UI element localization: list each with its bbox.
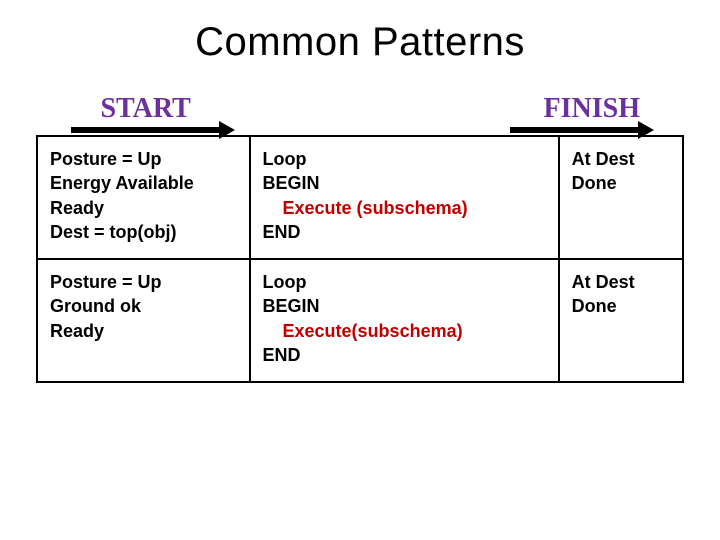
cell-line: Dest = top(obj): [50, 220, 237, 244]
start-cell: Posture = UpGround okReady: [38, 260, 251, 381]
slide: { "title": { "text": "Common Patterns", …: [0, 0, 720, 540]
cell-line: Ground ok: [50, 294, 237, 318]
cell-line: Posture = Up: [50, 147, 237, 171]
cell-line: At Dest: [572, 147, 670, 171]
cell-line: Loop: [263, 147, 546, 171]
finish-label-col: FINISH: [251, 93, 680, 133]
start-cell: Posture = UpEnergy AvailableReadyDest = …: [38, 137, 251, 258]
page-title: Common Patterns: [0, 20, 720, 65]
cell-line: Execute(subschema): [263, 319, 546, 343]
table-row: Posture = UpGround okReadyLoopBEGIN Exec…: [38, 260, 682, 381]
table-row: Posture = UpEnergy AvailableReadyDest = …: [38, 137, 682, 260]
cell-line: END: [263, 343, 546, 367]
cell-line: END: [263, 220, 546, 244]
cell-line: Done: [572, 171, 670, 195]
header-labels: START FINISH: [0, 93, 720, 133]
finish-label: FINISH: [544, 93, 640, 125]
cell-line: Energy Available: [50, 171, 237, 195]
start-label-col: START: [40, 93, 251, 133]
loop-cell: LoopBEGIN Execute (subschema)END: [251, 137, 560, 258]
cell-line: Execute (subschema): [263, 196, 546, 220]
finish-cell: At DestDone: [560, 137, 682, 258]
cell-line: BEGIN: [263, 294, 546, 318]
start-label: START: [100, 93, 190, 125]
cell-line: Loop: [263, 270, 546, 294]
cell-line: At Dest: [572, 270, 670, 294]
arrow-right-icon: [510, 127, 640, 133]
cell-line: Ready: [50, 319, 237, 343]
cell-line: Posture = Up: [50, 270, 237, 294]
cell-line: BEGIN: [263, 171, 546, 195]
finish-cell: At DestDone: [560, 260, 682, 381]
patterns-table: Posture = UpEnergy AvailableReadyDest = …: [36, 135, 684, 383]
cell-line: Done: [572, 294, 670, 318]
loop-cell: LoopBEGIN Execute(subschema)END: [251, 260, 560, 381]
arrow-right-icon: [71, 127, 221, 133]
cell-line: Ready: [50, 196, 237, 220]
